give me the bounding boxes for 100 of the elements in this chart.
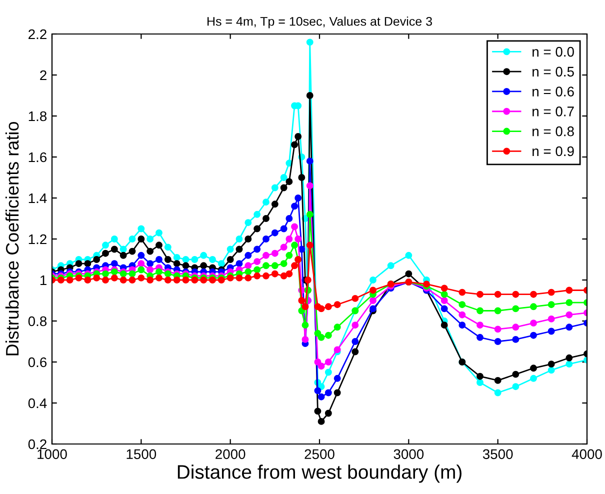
x-tick-label: 3500 (482, 449, 513, 460)
point (291, 242, 298, 249)
x-tick-label: 4000 (572, 449, 602, 460)
point (226, 256, 234, 263)
point (286, 252, 293, 259)
point (173, 276, 180, 284)
chart-title: Hs = 4m, Tp = 10sec, Values at Device 3 (208, 16, 432, 28)
point (548, 315, 555, 322)
point (244, 219, 252, 226)
point (566, 354, 573, 362)
point (318, 305, 325, 312)
point (102, 250, 109, 257)
point (244, 274, 252, 282)
point (548, 301, 555, 308)
legend-label: n = 0.6 (532, 86, 574, 96)
point (324, 303, 332, 310)
point (314, 330, 322, 337)
point (324, 332, 332, 339)
y-tick-label: 1.4 (28, 193, 47, 204)
point (84, 260, 92, 268)
point (128, 236, 136, 242)
point (286, 215, 293, 222)
point (440, 297, 448, 304)
x-tick-label: 1500 (126, 449, 156, 460)
point (530, 332, 537, 339)
y-tick-label: 0.2 (28, 439, 46, 450)
point (294, 236, 302, 242)
point (182, 256, 190, 263)
point (156, 229, 162, 236)
point (318, 418, 325, 425)
point (236, 260, 243, 268)
point (57, 276, 64, 284)
point (182, 276, 190, 284)
point (324, 368, 332, 376)
point (530, 364, 537, 372)
point (280, 260, 288, 268)
point (324, 410, 332, 417)
point (530, 320, 537, 327)
point (286, 178, 293, 186)
x-axis-title: Distance from west boundary (m) (178, 464, 462, 483)
point (298, 174, 306, 181)
point (271, 250, 278, 257)
point (314, 358, 322, 366)
legend-label: n = 0.9 (532, 146, 574, 156)
legend-label: n = 0.5 (532, 66, 574, 77)
point (262, 215, 270, 222)
point (280, 225, 288, 232)
point (110, 246, 118, 253)
point (494, 307, 502, 314)
point (494, 389, 502, 396)
point (120, 246, 127, 253)
legend-label: n = 0.8 (532, 126, 574, 136)
point (458, 311, 466, 318)
point (512, 324, 520, 331)
point (302, 303, 309, 310)
point (271, 200, 278, 208)
y-tick-label: 1.6 (28, 152, 47, 162)
point (548, 366, 555, 374)
point (566, 324, 573, 331)
point (280, 174, 288, 181)
point (93, 274, 100, 282)
point (200, 276, 208, 284)
point (156, 256, 162, 263)
point (566, 311, 573, 318)
point (476, 307, 484, 314)
point (440, 290, 448, 298)
point (548, 288, 555, 296)
point (334, 301, 341, 308)
point (66, 276, 74, 284)
point (476, 322, 484, 329)
point (512, 336, 520, 343)
point (291, 202, 298, 210)
point (476, 290, 484, 298)
point (138, 260, 145, 268)
point (530, 303, 537, 310)
point (236, 236, 243, 242)
point (102, 270, 109, 278)
point (334, 324, 341, 331)
point (512, 305, 520, 312)
point (306, 242, 314, 249)
point (200, 252, 208, 259)
point (291, 223, 298, 230)
point (306, 158, 314, 165)
point (405, 252, 412, 259)
x-tick-label: 2500 (304, 449, 334, 460)
point (254, 266, 261, 274)
point (75, 260, 82, 268)
point (164, 244, 172, 251)
point (138, 236, 145, 242)
y-tick-label: 0.6 (28, 357, 47, 368)
y-tick-label: 1.8 (28, 111, 47, 122)
point (271, 262, 278, 270)
point (110, 260, 118, 268)
point (191, 256, 198, 263)
point (306, 210, 314, 218)
point (302, 322, 309, 329)
y-tick-label: 2 (40, 70, 46, 80)
point (138, 252, 145, 259)
point (318, 334, 325, 341)
point (476, 379, 484, 386)
